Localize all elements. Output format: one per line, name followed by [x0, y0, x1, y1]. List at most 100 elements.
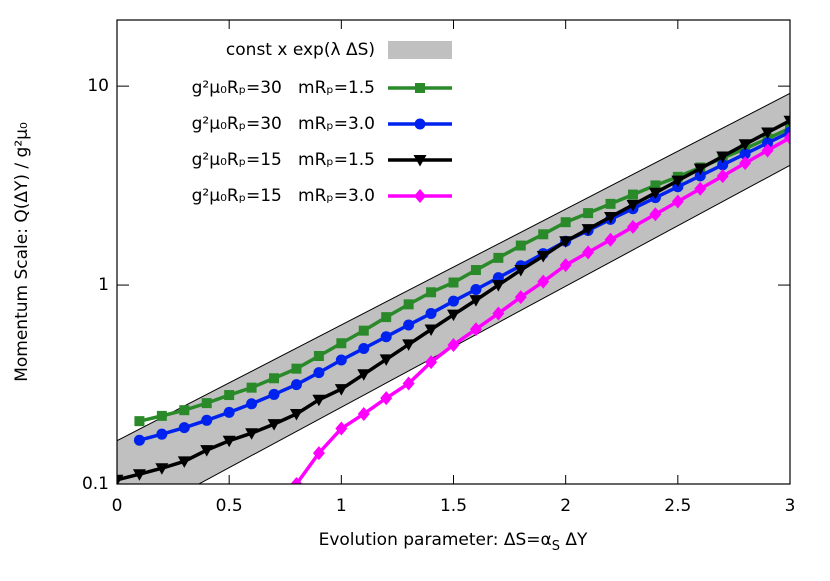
marker	[537, 274, 550, 289]
marker	[313, 350, 324, 361]
marker	[762, 137, 774, 149]
x-tick-label: 0	[112, 496, 123, 516]
marker	[514, 290, 527, 305]
marker	[448, 295, 459, 307]
marker	[358, 325, 369, 336]
marker	[583, 208, 594, 219]
marker	[269, 373, 280, 384]
marker	[469, 295, 483, 307]
x-tick-label: 3	[785, 496, 796, 516]
marker	[335, 421, 348, 436]
x-label-part: Evolution parameter: ΔS=α	[319, 530, 552, 550]
marker	[739, 148, 751, 160]
x-tick-label: 1	[336, 496, 347, 516]
legend-marker	[413, 155, 427, 167]
marker	[313, 367, 325, 379]
marker	[447, 309, 460, 322]
marker	[223, 406, 235, 418]
marker	[538, 229, 549, 240]
marker	[246, 382, 257, 393]
marker	[717, 159, 729, 171]
marker	[671, 194, 684, 209]
marker	[336, 338, 347, 349]
marker	[648, 187, 662, 200]
x-tick-label: 2	[560, 496, 571, 516]
marker	[224, 390, 235, 401]
marker	[447, 337, 460, 352]
marker	[268, 388, 280, 400]
marker	[559, 258, 572, 273]
legend-label: g²μ₀Rₚ=15 mRₚ=1.5	[192, 150, 375, 170]
marker	[470, 283, 482, 295]
marker	[177, 456, 191, 468]
marker	[402, 376, 415, 391]
marker	[491, 280, 505, 292]
marker	[761, 127, 775, 139]
marker	[289, 408, 303, 421]
marker	[783, 115, 790, 128]
marker	[469, 322, 482, 337]
marker	[403, 319, 415, 331]
marker	[290, 477, 303, 484]
marker	[536, 250, 550, 263]
marker	[426, 287, 437, 298]
marker	[604, 232, 617, 247]
marker	[694, 181, 707, 196]
marker	[515, 240, 526, 251]
band	[117, 93, 790, 484]
marker	[424, 324, 438, 336]
marker	[739, 156, 752, 171]
marker	[201, 398, 212, 409]
marker	[716, 151, 730, 163]
marker	[381, 312, 392, 323]
legend-marker	[414, 118, 426, 130]
marker	[334, 384, 348, 396]
marker	[380, 331, 392, 343]
marker	[335, 354, 347, 366]
x-tick-label: 1.5	[440, 496, 467, 516]
marker	[605, 198, 616, 209]
marker	[514, 265, 528, 277]
legend-marker	[415, 83, 425, 93]
plot-area	[117, 92, 790, 484]
y-tick-label: 1	[98, 275, 109, 295]
marker	[178, 422, 190, 434]
marker	[245, 428, 259, 440]
marker	[650, 180, 661, 191]
marker	[581, 224, 595, 236]
marker	[290, 379, 302, 391]
band-edge	[117, 92, 790, 442]
y-tick-label: 0.1	[82, 474, 109, 494]
marker	[357, 369, 371, 381]
marker	[312, 446, 325, 461]
marker	[582, 245, 595, 260]
marker	[200, 445, 214, 457]
marker	[649, 207, 662, 222]
marker	[493, 252, 504, 263]
legend-label: g²μ₀Rₚ=30 mRₚ=1.5	[192, 78, 375, 98]
x-tick-label: 0.5	[216, 496, 243, 516]
marker	[379, 354, 393, 366]
x-axis-label: Evolution parameter: ΔS=αS ΔY	[319, 530, 588, 554]
marker	[155, 463, 169, 475]
marker	[403, 299, 414, 310]
marker	[380, 391, 393, 406]
marker	[626, 219, 639, 234]
marker	[358, 342, 370, 354]
marker	[179, 405, 190, 416]
marker	[425, 355, 438, 370]
marker	[492, 306, 505, 321]
y-tick-label: 10	[87, 76, 109, 96]
x-label-part: ΔY	[560, 530, 588, 550]
marker	[626, 199, 640, 212]
marker	[559, 236, 573, 248]
marker	[201, 414, 213, 426]
marker	[117, 474, 124, 484]
marker	[671, 175, 685, 188]
marker	[716, 169, 729, 184]
legend-label: g²μ₀Rₚ=15 mRₚ=3.0	[192, 186, 375, 206]
plot-frame	[116, 19, 791, 485]
legend-marker	[414, 189, 426, 203]
marker	[738, 139, 752, 151]
marker	[425, 307, 437, 319]
